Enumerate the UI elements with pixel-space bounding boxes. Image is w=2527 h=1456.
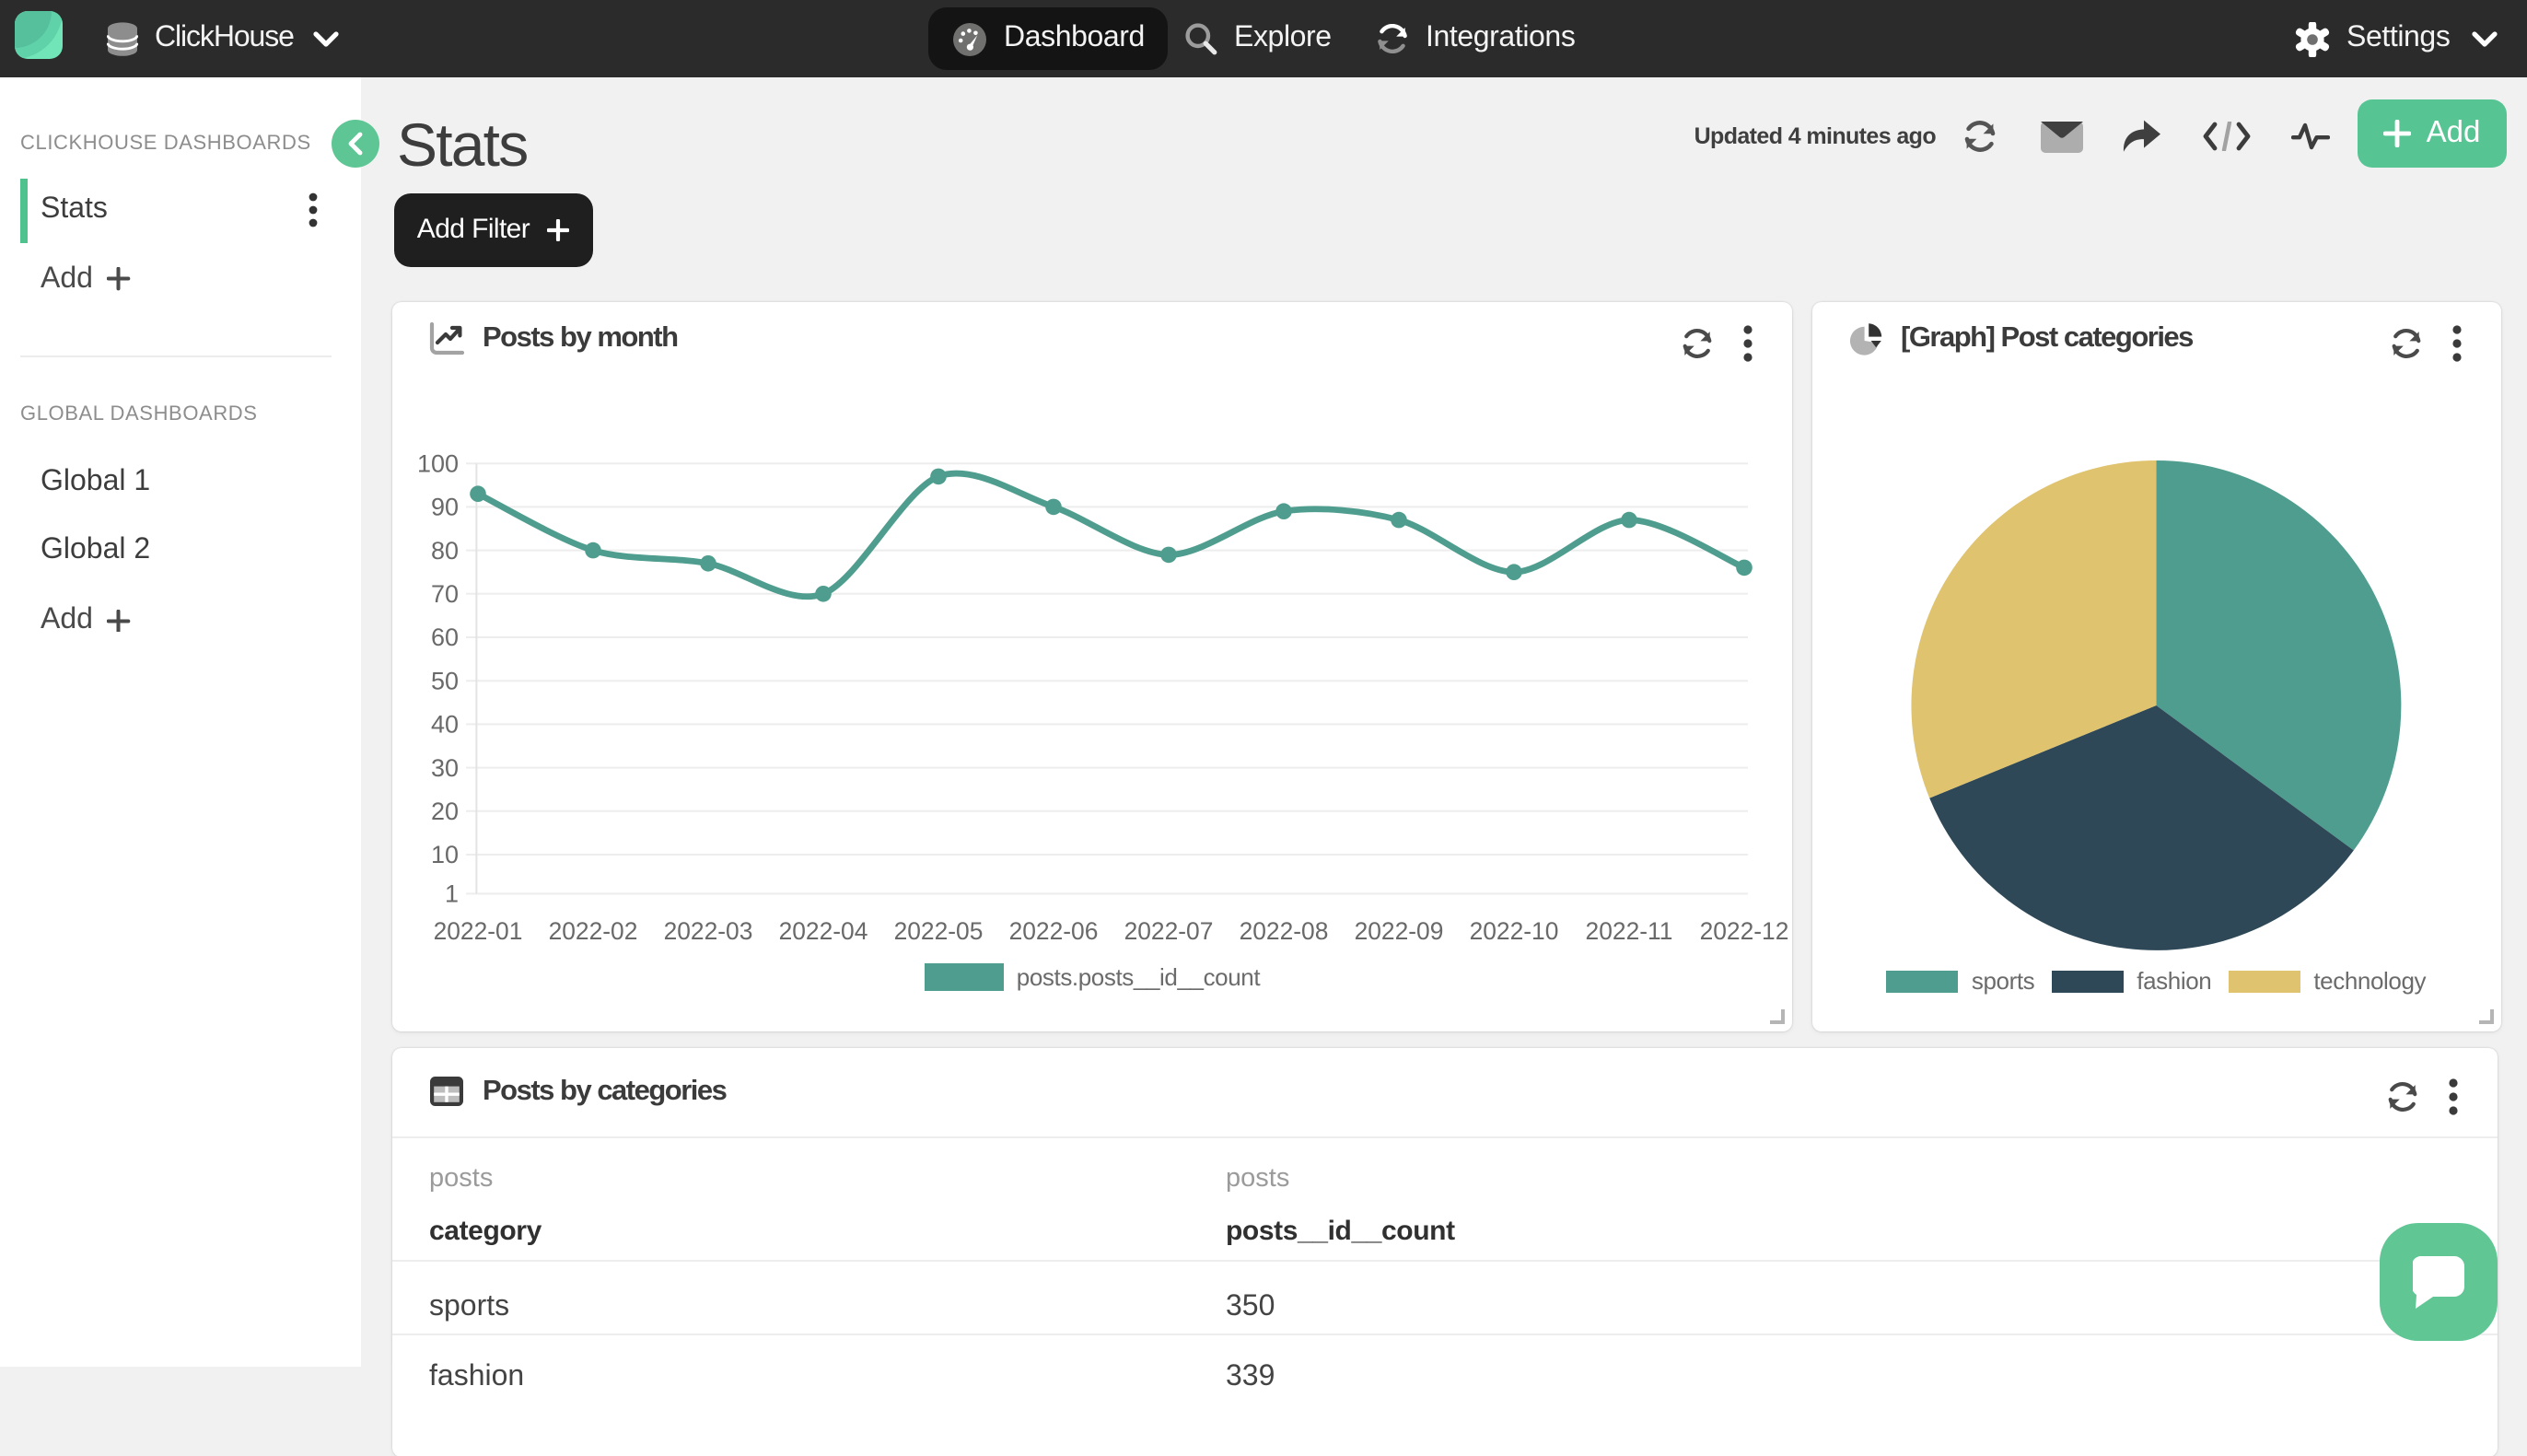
svg-text:2022-05: 2022-05 <box>894 917 984 945</box>
svg-text:20: 20 <box>431 798 459 825</box>
svg-text:60: 60 <box>431 623 459 651</box>
svg-text:2022-08: 2022-08 <box>1240 917 1329 945</box>
svg-text:2022-06: 2022-06 <box>1009 917 1099 945</box>
svg-text:2022-09: 2022-09 <box>1355 917 1444 945</box>
svg-text:100: 100 <box>417 449 459 477</box>
svg-text:30: 30 <box>431 754 459 782</box>
svg-text:10: 10 <box>431 841 459 868</box>
svg-text:70: 70 <box>431 580 459 608</box>
svg-text:2022-11: 2022-11 <box>1586 917 1673 945</box>
svg-text:40: 40 <box>431 711 459 739</box>
svg-text:2022-01: 2022-01 <box>434 917 523 945</box>
svg-text:2022-02: 2022-02 <box>549 917 638 945</box>
svg-text:2022-07: 2022-07 <box>1124 917 1214 945</box>
svg-text:90: 90 <box>431 494 459 521</box>
svg-text:1: 1 <box>445 880 459 908</box>
svg-text:80: 80 <box>431 537 459 565</box>
svg-text:2022-12: 2022-12 <box>1700 917 1789 945</box>
svg-text:2022-03: 2022-03 <box>664 917 753 945</box>
svg-text:50: 50 <box>431 667 459 694</box>
svg-text:2022-10: 2022-10 <box>1470 917 1559 945</box>
svg-text:2022-04: 2022-04 <box>779 917 868 945</box>
